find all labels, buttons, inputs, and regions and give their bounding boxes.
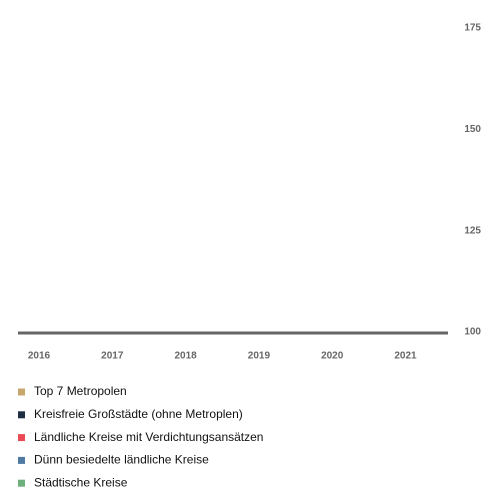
legend-swatch (18, 388, 25, 396)
legend-swatch (18, 479, 25, 487)
legend-swatch (18, 456, 25, 464)
legend-label: Kreisfreie Großstädte (ohne Metroplen) (34, 407, 243, 421)
x-tick-label: 2018 (174, 351, 197, 362)
y-tick-label: 175 (464, 23, 481, 34)
y-tick-label: 150 (464, 124, 481, 135)
y-tick-label: 100 (464, 327, 481, 338)
x-tick-label: 2020 (321, 351, 344, 362)
legend-label: Städtische Kreise (34, 475, 128, 489)
legend-label: Ländliche Kreise mit Verdichtungsansätze… (34, 430, 263, 444)
legend-swatch (18, 434, 25, 442)
x-tick-label: 2019 (248, 351, 271, 362)
legend-label: Top 7 Metropolen (34, 384, 127, 398)
x-tick-label: 2021 (394, 351, 417, 362)
x-tick-label: 2017 (101, 351, 124, 362)
y-tick-label: 125 (464, 225, 481, 236)
legend-swatch (18, 411, 25, 419)
legend-label: Dünn besiedelte ländliche Kreise (34, 453, 209, 467)
x-tick-label: 2016 (28, 351, 51, 362)
